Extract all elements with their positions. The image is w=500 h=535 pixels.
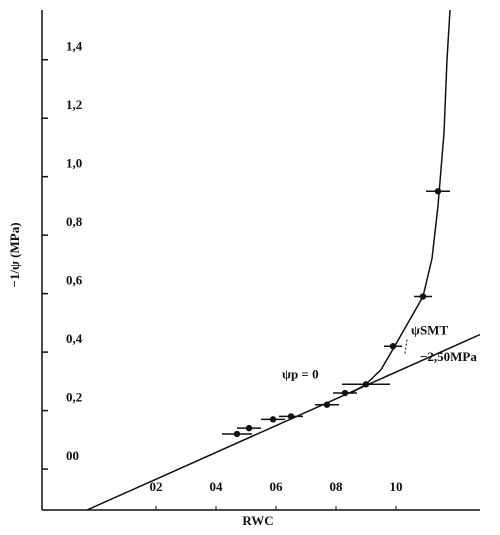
y-tick-label: 0,4 bbox=[66, 331, 83, 346]
point bbox=[287, 413, 295, 420]
x-axis-label: RWC bbox=[242, 513, 273, 528]
x-tick-label: 06 bbox=[270, 479, 284, 494]
point bbox=[341, 389, 349, 397]
point bbox=[389, 343, 397, 350]
point bbox=[233, 430, 241, 438]
annotation: ψSMT bbox=[411, 323, 448, 338]
y-tick-label: 0,6 bbox=[66, 273, 83, 288]
point bbox=[419, 293, 427, 300]
y-tick-label: 0,8 bbox=[66, 214, 83, 229]
point bbox=[434, 188, 442, 195]
point bbox=[245, 424, 253, 432]
x-tick-label: 02 bbox=[150, 479, 163, 494]
annotation-arrow bbox=[404, 339, 408, 354]
annotation: ψp = 0 bbox=[282, 366, 319, 381]
point bbox=[323, 401, 331, 408]
y-axis-label: −1/ψ (MPa) bbox=[7, 222, 22, 287]
point bbox=[269, 416, 277, 423]
x-tick-label: 04 bbox=[210, 479, 224, 494]
y-tick-label: 0,2 bbox=[66, 390, 82, 405]
annotation: −2,50MPa bbox=[420, 349, 477, 364]
x-tick-label: 10 bbox=[390, 479, 403, 494]
curve bbox=[86, 333, 480, 510]
y-tick-label: 1,4 bbox=[66, 39, 83, 54]
y-tick-label: 1,0 bbox=[66, 156, 82, 171]
point bbox=[362, 381, 370, 388]
y-tick-label: 00 bbox=[66, 448, 79, 463]
y-tick-label: 1,2 bbox=[66, 97, 82, 112]
x-tick-label: 08 bbox=[330, 479, 344, 494]
